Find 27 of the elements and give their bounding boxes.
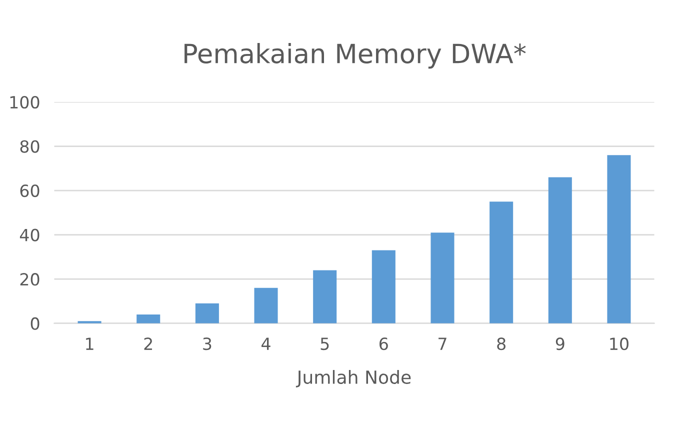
y-tick-label: 0 [30,317,40,330]
x-tick-label: 7 [438,338,446,350]
y-tick-label: 100 [10,96,40,109]
bar [313,270,337,324]
x-tick-label: 4 [262,338,270,350]
bar [195,303,219,324]
bar [136,314,160,324]
y-tick-label: 20 [20,273,40,286]
x-tick-label: 1 [86,338,94,350]
bar [490,202,514,324]
bar [607,155,631,324]
y-tick-label: 80 [20,140,40,153]
bar [254,288,278,324]
x-tick-label: 10 [610,338,628,350]
y-tick-label: 60 [20,184,40,198]
x-axis-title: Jumlah Node [296,370,411,388]
x-tick-label: 3 [203,338,212,350]
x-tick-label: 9 [556,338,564,350]
y-tick-label: 40 [20,228,40,242]
bar [372,250,396,324]
x-tick-label: 6 [380,338,388,350]
bar [430,232,454,324]
x-tick-label: 8 [497,338,506,350]
chart-title: Pemakaian Memory DWA* [184,43,526,69]
bar [548,177,572,324]
x-tick-label: 2 [144,338,152,350]
x-tick-label: 5 [320,338,329,350]
